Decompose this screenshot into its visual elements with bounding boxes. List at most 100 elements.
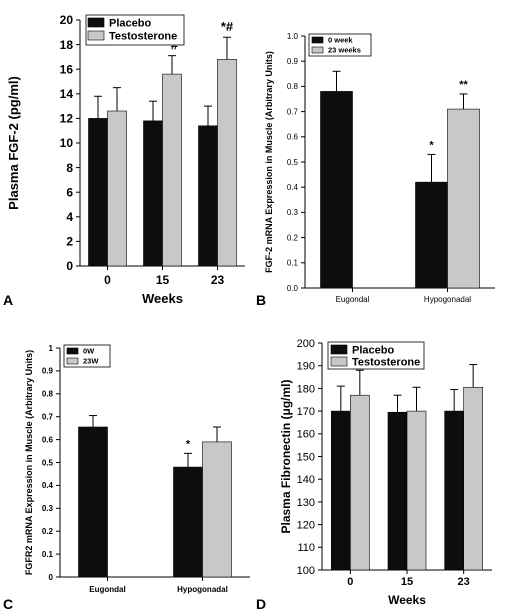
- y-axis-label: FGF-2 mRNA Expression in Muscle (Arbitra…: [264, 51, 274, 273]
- panel-d: 100110120130140150160170180190200Plasma …: [279, 338, 492, 607]
- y-tick-label: 0: [66, 259, 73, 273]
- y-tick-label: 0.8: [42, 390, 54, 399]
- significance-label: *#: [221, 19, 234, 34]
- y-tick-label: 1.0: [287, 32, 299, 41]
- y-tick-label: 200: [297, 338, 315, 350]
- y-tick-label: 4: [66, 210, 73, 224]
- panel-letter-b: B: [256, 292, 266, 308]
- panel-b: 0.0 0.1 0.2 0.3 0.4 0.5 0.6 0.7 0.8 0.9 1.0 FGF-2 m…: [264, 32, 495, 304]
- significance-label: **: [459, 79, 468, 91]
- y-tick-label: 0.9: [287, 57, 299, 66]
- bar-testosterone: [217, 59, 237, 267]
- y-tick-label: 2: [66, 235, 73, 249]
- legend-swatch: [87, 17, 105, 28]
- x-tick-label: Hypogonadal: [177, 585, 228, 594]
- legend-swatch: [311, 36, 324, 44]
- legend-label: Testosterone: [352, 357, 420, 369]
- bar-23w: [202, 441, 232, 578]
- y-tick-label: 130: [297, 497, 315, 509]
- legend-swatch: [87, 30, 105, 41]
- legend-label: Placebo: [109, 18, 151, 30]
- y-tick-label: 0.8: [287, 82, 299, 91]
- bar-testosterone: [350, 394, 370, 571]
- y-tick-label: 6: [66, 185, 73, 199]
- bar-0-week: [415, 181, 448, 289]
- legend-swatch: [311, 46, 324, 54]
- bar-0-week: [320, 91, 353, 289]
- y-tick-label: 0.1: [42, 550, 54, 559]
- x-tick-label: 0: [104, 273, 111, 287]
- y-tick-label: 0.4: [287, 183, 299, 192]
- y-tick-label: 0.4: [42, 481, 54, 490]
- x-tick-label: 15: [156, 273, 170, 287]
- y-tick-label: 14: [60, 87, 74, 101]
- y-tick-label: 0.2: [42, 527, 54, 536]
- bar-testosterone: [107, 110, 127, 267]
- x-tick-label: 0: [347, 576, 353, 588]
- legend-label: Testosterone: [109, 31, 177, 43]
- legend-label: 0W: [83, 347, 95, 356]
- bar-placebo: [88, 118, 108, 267]
- y-tick-label: 0.5: [287, 158, 299, 167]
- bar-placebo: [198, 125, 218, 267]
- bar-0w: [78, 426, 108, 578]
- y-tick-label: 20: [60, 13, 74, 27]
- y-tick-label: 1: [49, 344, 54, 353]
- bar-placebo: [387, 411, 408, 571]
- y-tick-label: 160: [297, 429, 315, 441]
- x-axis-label: Weeks: [388, 593, 426, 607]
- y-axis-label: FGFR2 mRNA Expression in Muscle (Arbitra…: [24, 350, 34, 575]
- bar-testosterone: [406, 410, 427, 571]
- y-tick-label: 10: [60, 136, 74, 150]
- panel-a: 0 2 4 6 8 10 12 14 16 18 20 Plasma FGF-2 (pg/ml) Wee…: [6, 13, 245, 306]
- legend-swatch: [330, 356, 348, 367]
- bar-placebo: [331, 410, 351, 571]
- y-axis-label: Plasma FGF-2 (pg/ml): [6, 76, 21, 210]
- x-tick-label: 15: [401, 576, 413, 588]
- x-tick-label: 23: [458, 576, 470, 588]
- bar-placebo: [143, 120, 163, 267]
- bar-placebo: [444, 410, 464, 571]
- legend-swatch: [330, 344, 348, 355]
- legend-label: 23 weeks: [328, 46, 361, 55]
- y-tick-label: 0: [49, 573, 54, 582]
- legend-swatch: [66, 357, 79, 365]
- significance-label: *: [186, 438, 191, 450]
- y-tick-label: 8: [66, 161, 73, 175]
- panel-letter-d: D: [256, 596, 266, 611]
- y-tick-label: 0.9: [42, 367, 54, 376]
- bar-testosterone: [463, 386, 483, 571]
- legend-label: Placebo: [352, 345, 394, 357]
- x-tick-label: Eugondal: [89, 585, 125, 594]
- y-tick-label: 180: [297, 383, 315, 395]
- x-tick-label: Hypogonadal: [424, 295, 471, 304]
- bar-0w: [173, 466, 203, 578]
- legend-swatch: [66, 347, 79, 355]
- y-tick-label: 0.6: [287, 133, 299, 142]
- y-tick-label: 0.7: [42, 413, 54, 422]
- x-axis-label: Weeks: [142, 291, 183, 306]
- significance-label: *: [429, 139, 434, 151]
- y-tick-label: 0.7: [287, 107, 299, 116]
- y-tick-label: 0.2: [287, 233, 299, 242]
- panel-c: 0 0.1 0.2 0.3 0.4 0.5 0.6 0.7 0.8 0.9 1 FGFR2 mRNA …: [24, 344, 250, 594]
- y-tick-label: 110: [297, 542, 315, 554]
- y-tick-label: 0.3: [42, 504, 54, 513]
- panel-letter-a: A: [3, 292, 13, 308]
- legend-label: 23W: [83, 357, 99, 366]
- y-tick-label: 0.3: [287, 208, 299, 217]
- y-tick-label: 190: [297, 361, 315, 373]
- bar-testosterone: [162, 73, 182, 267]
- x-tick-label: Eugondal: [336, 295, 370, 304]
- panel-letter-c: C: [3, 596, 13, 611]
- y-tick-label: 150: [297, 451, 315, 463]
- y-tick-label: 0.1: [287, 259, 299, 268]
- y-tick-label: 170: [297, 406, 315, 418]
- legend-label: 0 week: [328, 36, 353, 45]
- y-tick-label: 16: [60, 62, 74, 76]
- y-tick-label: 12: [60, 112, 74, 126]
- legend-box: [308, 33, 372, 57]
- y-tick-label: 0.0: [287, 284, 299, 293]
- y-axis-label: Plasma Fibronectin (μg/ml): [279, 379, 293, 533]
